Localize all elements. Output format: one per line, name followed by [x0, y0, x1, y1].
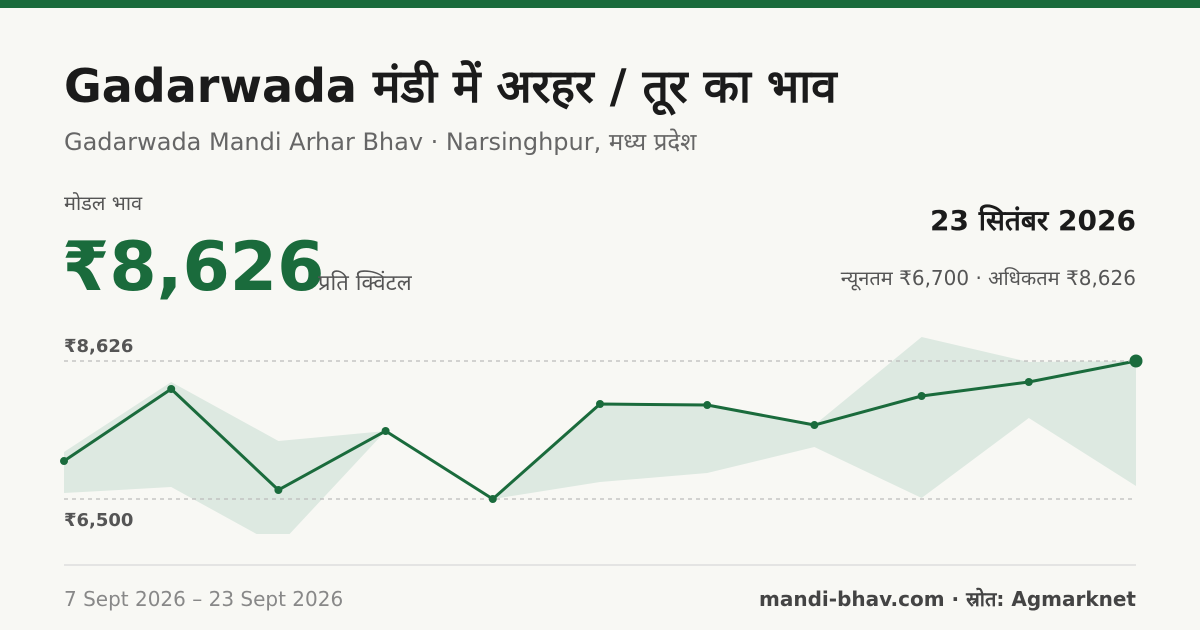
y-tick-label: ₹8,626 — [64, 336, 133, 357]
price-band — [64, 337, 1136, 534]
unit: प्रति क्विंटल — [318, 270, 413, 296]
date: 23 सितंबर 2026 — [930, 204, 1136, 237]
source: mandi-bhav.com · स्रोत: Agmarknet — [759, 587, 1136, 611]
y-tick-label: ₹6,500 — [64, 510, 133, 531]
point — [1024, 377, 1033, 386]
point — [167, 384, 176, 393]
point — [703, 401, 712, 410]
point — [274, 485, 283, 494]
date-range: 7 Sept 2026 – 23 Sept 2026 — [64, 587, 343, 611]
point — [917, 392, 926, 401]
point — [596, 399, 604, 408]
min-max: न्यूनतम ₹6,700 · अधिकतम ₹8,626 — [841, 266, 1136, 291]
point — [1129, 354, 1143, 368]
point — [60, 457, 68, 466]
title: Gadarwada मंडी में अरहर / तूर का भाव — [64, 59, 838, 116]
point — [381, 426, 390, 435]
chart — [63, 337, 1137, 534]
subtitle: Gadarwada Mandi Arhar Bhav · Narsinghpur… — [64, 128, 697, 156]
modal-price: ₹8,626 — [62, 228, 324, 307]
point — [488, 495, 497, 504]
top-bar — [0, 0, 1200, 8]
price-label: मोडल भाव — [64, 191, 143, 215]
point — [810, 421, 819, 430]
